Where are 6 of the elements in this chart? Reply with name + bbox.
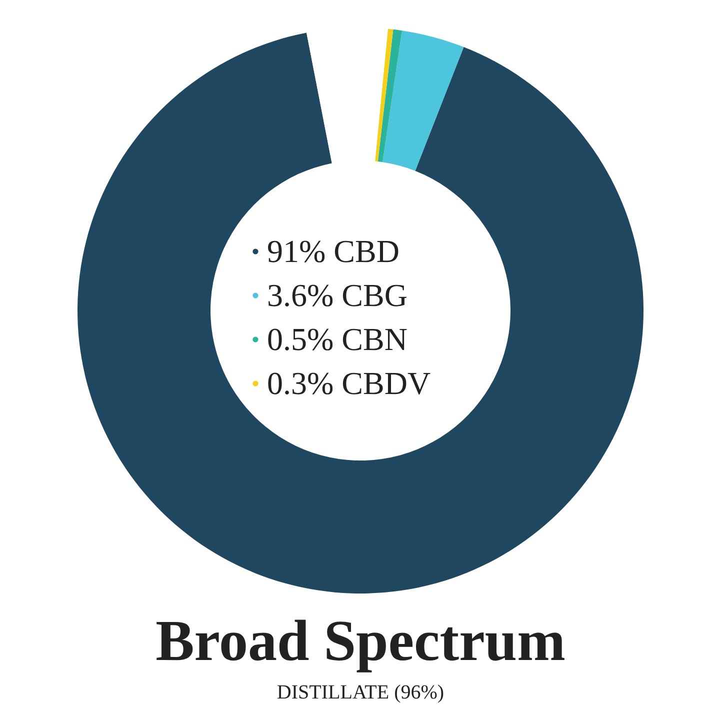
legend-label: 91% CBD	[267, 232, 400, 270]
legend-label: 3.6% CBG	[267, 276, 408, 314]
text: DISTILLATE (96%)	[276, 682, 444, 704]
legend-label: 0.5% CBN	[267, 320, 408, 358]
text: Broad Spectrum	[156, 608, 566, 673]
legend-label: 0.3% CBDV	[267, 364, 431, 402]
